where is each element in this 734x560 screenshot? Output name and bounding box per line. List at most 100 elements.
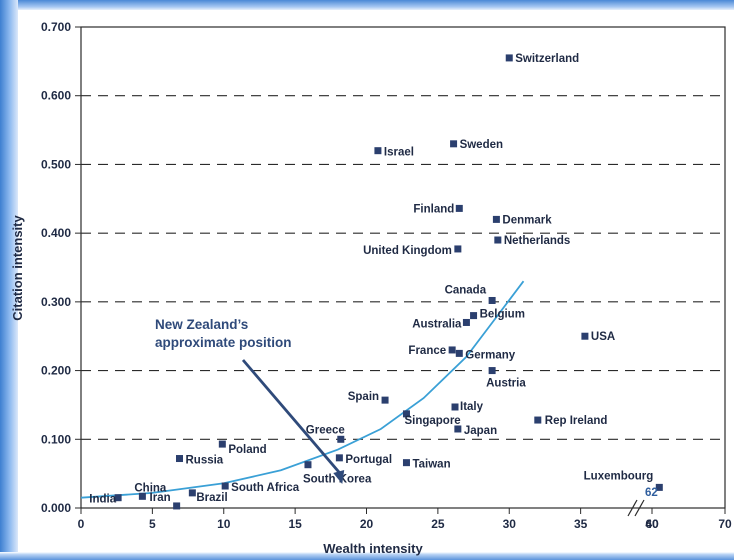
trend-curve <box>80 280 525 499</box>
label-spain: Spain <box>348 391 379 403</box>
label-united-kingdom: United Kingdom <box>363 245 452 257</box>
point-brazil <box>188 489 196 497</box>
point-luxembourg <box>655 483 663 491</box>
y-axis-title: Citation intensity <box>10 215 25 321</box>
x-tick-label: 20 <box>360 517 374 531</box>
point-taiwan <box>402 459 410 467</box>
point-israel <box>374 147 382 155</box>
x-tick-label: 30 <box>503 517 517 531</box>
x-tick-label: 35 <box>574 517 588 531</box>
label-switzerland: Switzerland <box>515 53 579 65</box>
y-tick-label: 0.400 <box>41 226 71 240</box>
point-austria <box>488 367 496 375</box>
point-china <box>138 492 146 500</box>
point-france <box>448 346 456 354</box>
point-switzerland <box>505 54 513 62</box>
frame-top-border <box>0 0 734 10</box>
label-iran: Iran <box>150 492 171 504</box>
point-japan <box>454 425 462 433</box>
point-canada <box>488 296 496 304</box>
point-australia <box>462 318 470 326</box>
label-south-africa: South Africa <box>231 482 300 494</box>
point-united-kingdom <box>454 245 462 253</box>
new-zealand-arrow-shaft <box>241 359 344 477</box>
trend-line <box>80 280 525 499</box>
label-russia: Russia <box>185 455 223 467</box>
label-taiwan: Taiwan <box>412 459 450 471</box>
label-china: China <box>134 482 167 494</box>
point-labels: Switzerland Sweden Israel Finland Denmark Net… <box>89 53 653 506</box>
new-zealand-arrow-head <box>333 469 345 484</box>
x-tick-label: 5 <box>149 517 156 531</box>
label-germany: Germany <box>465 349 515 361</box>
point-rep-ireland <box>534 416 542 424</box>
label-austria: Austria <box>486 378 526 390</box>
x-tick-label: 60 <box>645 517 659 531</box>
point-usa <box>581 332 589 340</box>
new-zealand-annotation-line: New Zealand’s <box>155 317 248 332</box>
label-japan: Japan <box>464 425 497 437</box>
y-tick-label: 0.200 <box>41 364 71 378</box>
point-spain <box>381 396 389 404</box>
data-points <box>114 54 663 510</box>
x-tick-label: 0 <box>78 517 85 531</box>
label-greece: Greece <box>306 424 345 436</box>
point-poland <box>218 440 226 448</box>
frame-bottom-border <box>0 552 734 560</box>
point-india <box>114 494 122 502</box>
label-canada: Canada <box>445 284 487 296</box>
label-poland: Poland <box>228 444 266 456</box>
axis-break-mark <box>627 499 638 517</box>
y-tick-label: 0.500 <box>41 157 71 171</box>
point-portugal <box>335 454 343 462</box>
x-tick-label: 15 <box>288 517 302 531</box>
label-usa: USA <box>591 331 615 343</box>
label-denmark: Denmark <box>502 214 552 226</box>
y-tick-label: 0.300 <box>41 295 71 309</box>
point-italy <box>451 403 459 411</box>
point-netherlands <box>494 236 502 244</box>
x-tick-label: 40 <box>645 517 659 531</box>
y-tick-label: 0.600 <box>41 89 71 103</box>
point-finland <box>455 204 463 212</box>
annotations: New Zealand’s approximate position 62 <box>155 317 658 499</box>
label-israel: Israel <box>384 147 414 159</box>
label-singapore: Singapore <box>404 415 460 427</box>
x-tick-label: 10 <box>217 517 231 531</box>
plot-frame <box>80 26 726 509</box>
point-sweden <box>450 140 458 148</box>
axis-break-mark <box>634 499 645 517</box>
point-singapore <box>402 410 410 418</box>
point-denmark <box>492 215 500 223</box>
x-tick-label: 70 <box>718 517 732 531</box>
y-tick-label: 0.700 <box>41 20 71 34</box>
luxembourg-value-label: 62 <box>645 487 658 499</box>
point-iran <box>173 502 181 510</box>
point-south-korea <box>304 461 312 469</box>
x-axis-title: Wealth intensity <box>323 541 423 556</box>
label-australia: Australia <box>412 318 462 330</box>
point-south-africa <box>221 482 229 490</box>
frame-left-border <box>0 0 18 560</box>
new-zealand-annotation-line: approximate position <box>155 335 292 350</box>
point-germany <box>455 349 463 357</box>
x-tick-label: 25 <box>431 517 445 531</box>
point-russia <box>175 455 183 463</box>
axes: 0.000 0.100 0.200 0.300 0.400 0.500 0.600 0.700… <box>41 20 732 531</box>
label-india: India <box>89 494 116 506</box>
point-greece <box>337 435 345 443</box>
label-france: France <box>408 345 446 357</box>
label-netherlands: Netherlands <box>504 235 570 247</box>
y-tick-label: 0.000 <box>41 501 71 515</box>
label-south-korea: South Korea <box>303 474 372 486</box>
label-sweden: Sweden <box>460 139 503 151</box>
label-luxembourg: Luxembourg <box>584 470 654 482</box>
label-brazil: Brazil <box>196 492 227 504</box>
label-italy: Italy <box>460 401 484 413</box>
point-belgium <box>470 312 478 320</box>
label-portugal: Portugal <box>345 454 392 466</box>
label-rep-ireland: Rep Ireland <box>545 415 608 427</box>
label-finland: Finland <box>413 203 454 215</box>
